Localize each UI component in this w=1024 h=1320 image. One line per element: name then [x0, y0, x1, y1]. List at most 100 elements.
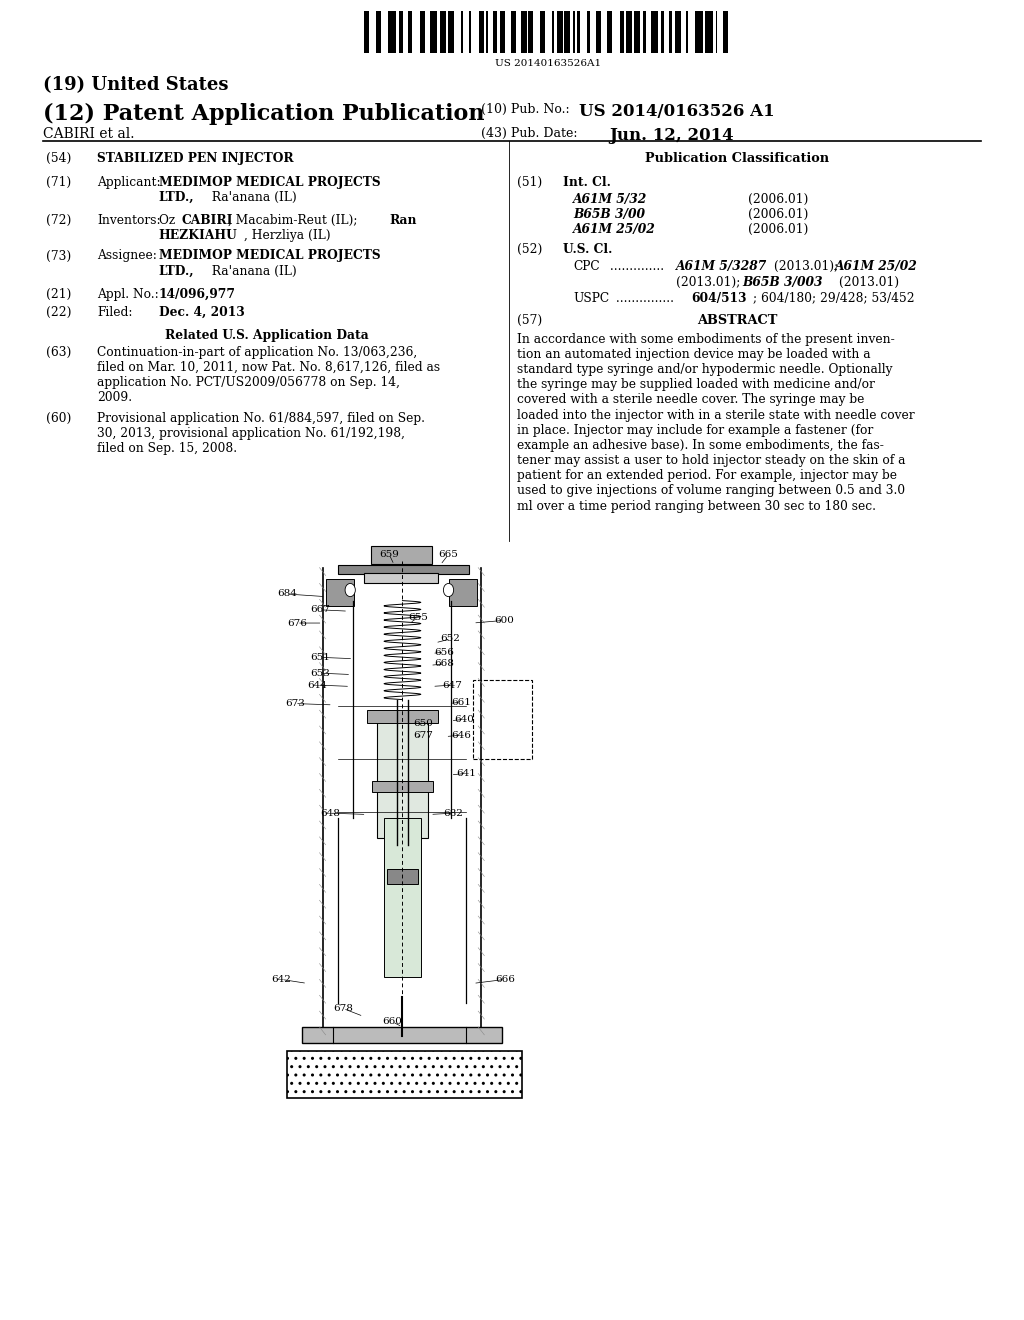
Circle shape: [345, 583, 355, 597]
Text: (2013.01): (2013.01): [835, 276, 899, 289]
Text: Int. Cl.: Int. Cl.: [563, 176, 611, 189]
Text: tener may assist a user to hold injector steady on the skin of a: tener may assist a user to hold injector…: [517, 454, 905, 467]
Bar: [607, 11, 612, 53]
Text: 14/096,977: 14/096,977: [159, 288, 236, 301]
Bar: [564, 11, 570, 53]
Text: patient for an extended period. For example, injector may be: patient for an extended period. For exam…: [517, 470, 897, 482]
Bar: [500, 11, 506, 53]
Bar: [572, 11, 575, 53]
Text: tion an automated injection device may be loaded with a: tion an automated injection device may b…: [517, 348, 870, 360]
Text: (51): (51): [517, 176, 543, 189]
Text: Jun. 12, 2014: Jun. 12, 2014: [609, 127, 734, 144]
Text: Publication Classification: Publication Classification: [645, 152, 829, 165]
Text: 648: 648: [319, 809, 340, 817]
Text: , Macabim-Reut (IL);: , Macabim-Reut (IL);: [228, 214, 361, 227]
Text: 650: 650: [413, 719, 433, 727]
Text: Ra'anana (IL): Ra'anana (IL): [208, 264, 297, 277]
Bar: [430, 11, 437, 53]
Bar: [620, 11, 625, 53]
Text: (71): (71): [46, 176, 72, 189]
Text: 653: 653: [310, 669, 331, 677]
Text: application No. PCT/US2009/056778 on Sep. 14,: application No. PCT/US2009/056778 on Sep…: [97, 376, 400, 389]
Text: 667: 667: [310, 606, 331, 614]
Text: 666: 666: [495, 975, 515, 983]
Text: filed on Sep. 15, 2008.: filed on Sep. 15, 2008.: [97, 442, 238, 455]
Text: 682: 682: [443, 809, 464, 817]
Text: (2006.01): (2006.01): [748, 207, 808, 220]
Bar: [384, 818, 421, 977]
Text: Inventors:: Inventors:: [97, 214, 161, 227]
Text: 678: 678: [333, 1005, 353, 1012]
Text: CABIRI: CABIRI: [181, 214, 232, 227]
Text: In accordance with some embodiments of the present inven-: In accordance with some embodiments of t…: [517, 333, 895, 346]
Text: example an adhesive base). In some embodiments, the fas-: example an adhesive base). In some embod…: [517, 438, 884, 451]
Bar: [440, 11, 445, 53]
Text: (54): (54): [46, 152, 72, 165]
Text: CPC: CPC: [573, 260, 600, 273]
Text: Ra'anana (IL): Ra'anana (IL): [208, 190, 297, 203]
Text: (2006.01): (2006.01): [748, 223, 808, 236]
Text: 661: 661: [451, 698, 471, 706]
Text: HEZKIAHU: HEZKIAHU: [159, 230, 238, 242]
Circle shape: [443, 583, 454, 597]
Bar: [364, 573, 438, 583]
Text: A61M 25/02: A61M 25/02: [573, 223, 656, 236]
Bar: [377, 713, 428, 838]
Bar: [588, 11, 590, 53]
Text: (72): (72): [46, 214, 72, 227]
Text: 677: 677: [413, 731, 433, 739]
Bar: [675, 11, 681, 53]
Text: (2013.01);: (2013.01);: [676, 276, 744, 289]
Text: , Herzliya (IL): , Herzliya (IL): [244, 230, 331, 242]
Text: 656: 656: [434, 648, 455, 656]
Bar: [635, 11, 640, 53]
Bar: [651, 11, 658, 53]
Bar: [377, 11, 381, 53]
Text: used to give injections of volume ranging between 0.5 and 3.0: used to give injections of volume rangin…: [517, 484, 905, 498]
Bar: [686, 11, 688, 53]
Text: (2006.01): (2006.01): [748, 193, 808, 206]
Bar: [521, 11, 526, 53]
Text: USPC: USPC: [573, 292, 609, 305]
Text: US 20140163526A1: US 20140163526A1: [495, 59, 601, 69]
Bar: [338, 565, 469, 574]
Text: (63): (63): [46, 346, 72, 359]
Text: B65B 3/003: B65B 3/003: [742, 276, 823, 289]
Bar: [643, 11, 645, 53]
Text: CABIRI et al.: CABIRI et al.: [43, 127, 134, 141]
Bar: [387, 869, 418, 884]
Bar: [670, 11, 672, 53]
Text: 647: 647: [442, 681, 463, 689]
Text: MEDIMOP MEDICAL PROJECTS: MEDIMOP MEDICAL PROJECTS: [159, 176, 380, 189]
Text: U.S. Cl.: U.S. Cl.: [563, 243, 612, 256]
Bar: [528, 11, 534, 53]
Text: ; 604/180; 29/428; 53/452: ; 604/180; 29/428; 53/452: [753, 292, 914, 305]
Text: (57): (57): [517, 314, 543, 327]
Text: (12) Patent Application Publication: (12) Patent Application Publication: [43, 103, 484, 125]
Text: A61M 5/32: A61M 5/32: [573, 193, 648, 206]
Text: Ran: Ran: [389, 214, 417, 227]
Bar: [420, 11, 425, 53]
Text: 676: 676: [287, 619, 307, 627]
Text: 651: 651: [310, 653, 331, 661]
Bar: [478, 11, 484, 53]
Bar: [493, 11, 498, 53]
Text: 655: 655: [408, 614, 428, 622]
Text: 652: 652: [440, 635, 461, 643]
Text: Filed:: Filed:: [97, 306, 133, 319]
Text: Assignee:: Assignee:: [97, 249, 157, 263]
Bar: [372, 781, 433, 792]
Bar: [541, 11, 545, 53]
Bar: [706, 11, 713, 53]
Text: (19) United States: (19) United States: [43, 77, 228, 95]
Text: US 2014/0163526 A1: US 2014/0163526 A1: [579, 103, 774, 120]
Bar: [557, 11, 562, 53]
Text: (60): (60): [46, 412, 72, 425]
Text: 642: 642: [271, 975, 292, 983]
Text: 641: 641: [456, 770, 476, 777]
Bar: [364, 11, 369, 53]
Text: (2013.01);: (2013.01);: [770, 260, 842, 273]
Text: Applicant:: Applicant:: [97, 176, 161, 189]
Text: 644: 644: [307, 681, 328, 689]
Bar: [552, 11, 554, 53]
